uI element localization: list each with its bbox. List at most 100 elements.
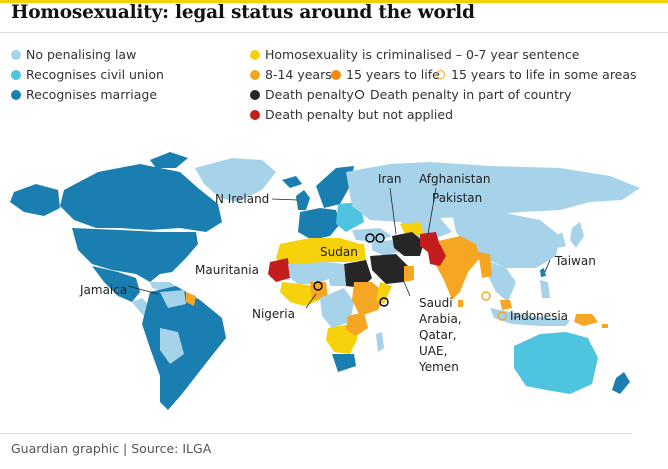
leader-saudi (403, 281, 411, 297)
legend-crim-8-14: 8-14 years (250, 67, 332, 82)
page-title: Homosexuality: legal status around the w… (11, 2, 475, 23)
region-japan (570, 222, 584, 248)
label-afghanistan: Afghanistan (419, 172, 490, 186)
legend-marriage: Recognises marriage (11, 87, 157, 102)
label-taiwan: Taiwan (554, 254, 596, 268)
label-iran: Iran (378, 172, 401, 186)
region-canada (60, 164, 222, 232)
accent-top-bar (0, 0, 668, 3)
legend-swatch (331, 69, 341, 80)
legend-swatch (250, 109, 260, 120)
region-iran (392, 232, 424, 256)
region-india (434, 236, 480, 300)
region-russia (346, 162, 640, 222)
region-usa (72, 228, 198, 282)
region-afghanistan (420, 232, 440, 252)
legend-ring-marker (355, 90, 364, 99)
region-levant-iraq (372, 240, 398, 256)
ring-15-life-some-indonesia-1 (481, 291, 491, 301)
label-saudi-line-5: Yemen (418, 360, 459, 374)
region-solomon-islands (602, 324, 608, 328)
region-south-america (142, 286, 226, 410)
region-indonesia (490, 308, 570, 326)
region-uk-ireland (296, 190, 310, 210)
region-egypt-libya (334, 244, 366, 262)
legend-death-not-applied: Death penalty but not applied (250, 107, 453, 122)
ring-death-part-middle-east-2 (375, 233, 385, 243)
legend-label: Recognises civil union (26, 67, 164, 82)
region-south-africa (332, 354, 356, 372)
region-tanzania-zambia (346, 312, 368, 336)
legend-label: Death penalty in part of country (370, 87, 572, 102)
source-credit: Guardian graphic | Source: ILGA (11, 441, 211, 456)
legend-swatch (250, 69, 260, 80)
region-papua-new-guinea (574, 314, 598, 326)
label-saudi-line-4: UAE, (419, 344, 447, 358)
legend-civil-union: Recognises civil union (11, 67, 164, 82)
region-somalia (376, 282, 392, 304)
region-turkmenistan-uzbekistan (400, 222, 424, 236)
region-east-africa (352, 282, 386, 316)
ring-15-life-some-indonesia-2 (497, 311, 507, 321)
region-taiwan (540, 268, 546, 277)
region-saudi-arabia (370, 254, 408, 284)
region-venezuela (160, 290, 186, 308)
title-divider (0, 32, 668, 33)
leader-afghanistan (427, 187, 437, 235)
leader-iran (389, 187, 397, 235)
legend-label: 15 years to life (346, 67, 440, 82)
label-jamaica: Jamaica (79, 283, 127, 297)
region-malaysia (500, 300, 512, 310)
ring-death-part-somalia (379, 297, 389, 307)
leader-nigeria (305, 293, 317, 309)
region-western-europe (298, 208, 340, 240)
legend-swatch (11, 49, 21, 60)
region-mauritania (268, 258, 290, 282)
region-australia (514, 332, 598, 394)
region-bolivia-paraguay (160, 328, 184, 364)
region-west-africa (280, 282, 320, 306)
region-guyana (186, 292, 196, 306)
leader-indonesia (513, 315, 521, 319)
ring-death-part-middle-east-1 (365, 233, 375, 243)
label-sudan: Sudan (320, 245, 358, 259)
legend-death-penalty-part: Death penalty in part of country (355, 87, 572, 102)
legend-swatch (250, 49, 260, 60)
legend-no-penalising: No penalising law (11, 47, 136, 62)
leader-n-ireland (271, 198, 299, 201)
legend-label: Recognises marriage (26, 87, 158, 102)
label-nigeria: Nigeria (252, 307, 295, 321)
region-southeast-asia (486, 260, 516, 302)
region-myanmar (478, 252, 492, 278)
label-saudi-line-3: Qatar, (419, 328, 457, 342)
label-saudi-line-1: Saudi (419, 296, 453, 310)
legend-label: Death penalty but not applied (265, 107, 454, 122)
region-canada-islands (150, 152, 188, 168)
legend-death-penalty: Death penalty (250, 87, 354, 102)
region-mexico (92, 266, 140, 302)
region-scandinavia (316, 166, 354, 208)
ring-death-part-west-africa (313, 281, 323, 291)
legend-swatch (11, 69, 21, 80)
region-sudan (344, 260, 372, 288)
region-philippines (540, 280, 550, 298)
region-mali-niger (288, 262, 332, 284)
region-madagascar (376, 332, 384, 352)
legend-label: Homosexuality is criminalised – 0-7 year… (265, 47, 580, 62)
label-mauritania: Mauritania (195, 263, 259, 277)
source-credit-text: Guardian graphic | Source: ILGA (11, 441, 212, 456)
label-indonesia: Indonesia (510, 309, 568, 323)
world-map: N Ireland Iran Afghanistan Pakistan Taiw… (10, 152, 640, 410)
legend-label: No penalising law (26, 47, 137, 62)
leader-taiwan (544, 259, 551, 273)
label-n-ireland: N Ireland (215, 192, 269, 206)
region-pakistan (428, 244, 446, 266)
legend-swatch (11, 89, 21, 100)
leader-jamaica (127, 285, 159, 295)
region-iceland (282, 176, 302, 188)
legend-crim-0-7: Homosexuality is criminalised – 0-7 year… (250, 47, 579, 62)
legend-crim-15-life-some-areas: 15 years to life in some areas (436, 67, 637, 82)
region-greenland (195, 158, 276, 202)
region-chad (326, 262, 346, 286)
legend-label: 15 years to life in some areas (451, 67, 637, 82)
